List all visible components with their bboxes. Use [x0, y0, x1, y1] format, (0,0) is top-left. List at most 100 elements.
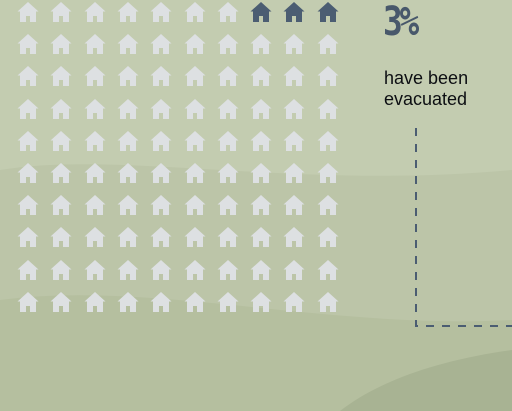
house-icon: [83, 290, 107, 314]
house-icon: [116, 258, 140, 282]
house-icon: [83, 225, 107, 249]
house-icon: [316, 290, 340, 314]
house-icon-highlighted: [282, 0, 306, 24]
house-icon: [149, 0, 173, 24]
house-icon: [183, 225, 207, 249]
house-icon: [216, 32, 240, 56]
house-icon: [249, 32, 273, 56]
house-icon: [116, 193, 140, 217]
house-icon: [83, 258, 107, 282]
house-icon: [282, 193, 306, 217]
caption: have been evacuated: [384, 68, 468, 110]
house-icon: [116, 161, 140, 185]
house-icon: [249, 290, 273, 314]
house-icon: [249, 129, 273, 153]
house-icon: [183, 97, 207, 121]
house-icon: [16, 193, 40, 217]
caption-line-1: have been: [384, 68, 469, 88]
house-icon: [216, 225, 240, 249]
house-icon: [249, 258, 273, 282]
house-icon: [49, 161, 73, 185]
house-icon: [316, 193, 340, 217]
house-icon-highlighted: [316, 0, 340, 24]
house-icon: [49, 0, 73, 24]
house-icon: [116, 0, 140, 24]
house-icon: [216, 129, 240, 153]
caption-line-2: evacuated: [384, 89, 468, 109]
house-icon: [149, 161, 173, 185]
house-icon: [316, 32, 340, 56]
house-icon: [183, 32, 207, 56]
house-icon: [282, 97, 306, 121]
house-icon: [216, 0, 240, 24]
house-icon: [116, 97, 140, 121]
house-icon: [149, 64, 173, 88]
house-icon: [49, 290, 73, 314]
house-icon: [149, 32, 173, 56]
house-pictogram-grid: [16, 0, 356, 330]
house-icon: [16, 97, 40, 121]
house-icon: [183, 0, 207, 24]
house-icon: [183, 161, 207, 185]
house-icon: [316, 97, 340, 121]
house-icon: [116, 32, 140, 56]
house-icon: [149, 129, 173, 153]
house-icon: [16, 64, 40, 88]
house-icon: [16, 225, 40, 249]
house-icon: [316, 129, 340, 153]
house-icon-highlighted: [249, 0, 273, 24]
house-icon: [282, 129, 306, 153]
house-icon: [16, 161, 40, 185]
house-icon: [49, 64, 73, 88]
house-icon: [149, 258, 173, 282]
house-icon: [49, 258, 73, 282]
house-icon: [216, 64, 240, 88]
house-icon: [183, 258, 207, 282]
house-icon: [83, 97, 107, 121]
house-icon: [316, 64, 340, 88]
house-icon: [216, 290, 240, 314]
house-icon: [249, 193, 273, 217]
house-icon: [16, 290, 40, 314]
house-icon: [149, 225, 173, 249]
house-icon: [216, 258, 240, 282]
house-icon: [249, 64, 273, 88]
house-icon: [83, 193, 107, 217]
house-icon: [249, 97, 273, 121]
house-icon: [116, 225, 140, 249]
house-icon: [116, 64, 140, 88]
house-icon: [316, 258, 340, 282]
house-icon: [149, 97, 173, 121]
house-icon: [216, 97, 240, 121]
house-icon: [83, 0, 107, 24]
house-icon: [216, 193, 240, 217]
house-icon: [282, 225, 306, 249]
percent-value: 3%: [383, 0, 419, 45]
house-icon: [282, 64, 306, 88]
house-icon: [183, 64, 207, 88]
house-icon: [282, 161, 306, 185]
house-icon: [282, 32, 306, 56]
house-icon: [49, 193, 73, 217]
house-icon: [16, 258, 40, 282]
house-icon: [49, 225, 73, 249]
house-icon: [116, 129, 140, 153]
house-icon: [49, 32, 73, 56]
house-icon: [316, 161, 340, 185]
house-icon: [49, 129, 73, 153]
house-icon: [83, 161, 107, 185]
house-icon: [249, 225, 273, 249]
house-icon: [16, 32, 40, 56]
house-icon: [282, 290, 306, 314]
house-icon: [16, 0, 40, 24]
house-icon: [316, 225, 340, 249]
house-icon: [49, 97, 73, 121]
house-icon: [183, 129, 207, 153]
house-icon: [216, 161, 240, 185]
house-icon: [116, 290, 140, 314]
house-icon: [83, 32, 107, 56]
house-icon: [83, 129, 107, 153]
house-icon: [149, 290, 173, 314]
house-icon: [183, 193, 207, 217]
house-icon: [83, 64, 107, 88]
